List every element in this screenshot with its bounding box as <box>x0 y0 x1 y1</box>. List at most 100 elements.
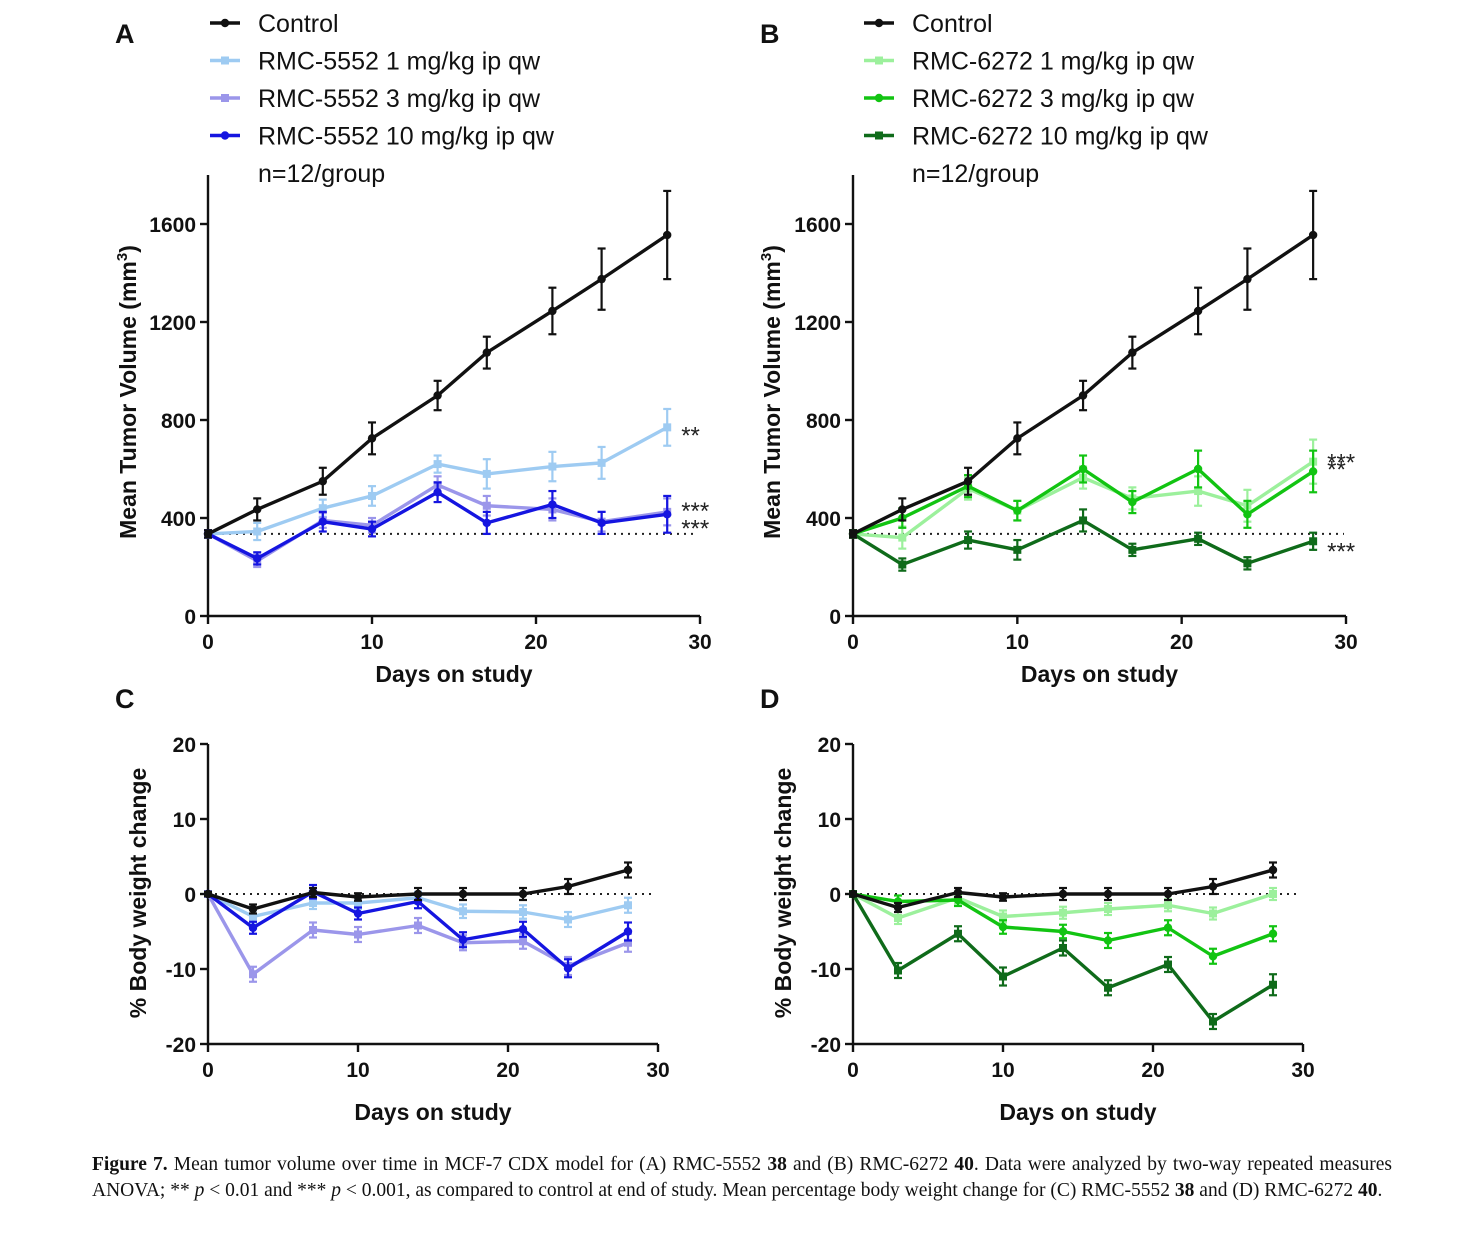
legend-item: Control <box>864 10 993 38</box>
caption-text: and (D) RMC-6272 <box>1194 1180 1358 1201</box>
data-point <box>848 529 858 539</box>
data-point <box>1128 348 1137 357</box>
data-point <box>482 518 491 528</box>
legend-item: RMC-5552 1 mg/kg ip qw <box>210 48 541 76</box>
y-axis-label-text: ) <box>115 245 141 253</box>
chart-panel-a: A 0 400 800 1200 1600 0 10 20 30 Days on study Mean… <box>114 10 712 687</box>
legend-marker <box>875 131 883 140</box>
data-point <box>203 889 213 899</box>
legend-item: RMC-6272 10 mg/kg ip qw <box>864 123 1209 151</box>
data-point <box>1104 905 1112 913</box>
x-tick-label: 0 <box>202 1059 214 1082</box>
data-point <box>893 903 903 912</box>
series-control <box>203 189 672 539</box>
data-point <box>623 865 633 875</box>
data-point <box>248 923 258 932</box>
y-axis-label-text: % Body weight change <box>125 768 151 1018</box>
data-point <box>563 964 573 973</box>
data-point <box>1079 516 1088 525</box>
data-point <box>318 477 327 486</box>
significance-label: ** <box>681 422 700 449</box>
data-point <box>1308 467 1318 476</box>
data-point <box>563 882 573 891</box>
data-point <box>894 966 902 975</box>
y-tick-label: -10 <box>166 959 196 982</box>
x-tick-label: 20 <box>1141 1059 1164 1082</box>
data-point <box>1164 901 1172 910</box>
data-point <box>1013 545 1022 554</box>
x-tick-label: 20 <box>496 1059 519 1082</box>
data-point <box>253 527 262 536</box>
x-tick-label: 20 <box>1170 631 1193 654</box>
data-point <box>1208 952 1218 961</box>
data-point <box>253 554 262 563</box>
data-point <box>353 892 363 902</box>
data-point <box>848 889 858 899</box>
data-point <box>663 230 672 240</box>
y-axis-label: Mean Tumor Volume (mm3) <box>114 245 141 539</box>
x-axis-label: Days on study <box>375 661 532 687</box>
data-point <box>309 926 317 934</box>
data-point <box>1269 890 1277 898</box>
data-point <box>1193 306 1203 316</box>
caption-text: < 0.01 and *** <box>204 1180 332 1201</box>
panel-letter: C <box>115 684 135 714</box>
y-tick-label: -20 <box>166 1034 196 1057</box>
data-point <box>1243 510 1252 519</box>
data-point <box>1268 929 1278 938</box>
data-point <box>318 517 327 526</box>
data-point <box>663 423 672 432</box>
data-point <box>998 892 1008 902</box>
y-axis-label: % Body weight change <box>125 768 151 1018</box>
y-tick-label: 0 <box>184 606 196 629</box>
data-point <box>1163 889 1173 899</box>
data-point <box>1078 391 1088 400</box>
caption-text: < 0.001, as compared to control at end o… <box>340 1180 1175 1201</box>
data-point <box>898 533 907 542</box>
x-tick-label: 30 <box>1291 1059 1314 1082</box>
x-tick-label: 20 <box>524 631 547 654</box>
data-point <box>1058 927 1068 936</box>
data-point <box>998 922 1008 932</box>
significance-label: *** <box>681 515 709 542</box>
data-point <box>1209 909 1217 918</box>
data-point <box>1103 936 1113 945</box>
legend-label: RMC-6272 10 mg/kg ip qw <box>912 123 1209 151</box>
series-control <box>848 189 1318 539</box>
data-point <box>548 306 557 316</box>
significance-label: *** <box>1327 449 1355 476</box>
data-point <box>999 912 1007 921</box>
y-tick-label: 400 <box>161 508 196 531</box>
data-point <box>318 504 327 513</box>
data-point <box>548 500 557 509</box>
p-symbol: p <box>331 1180 341 1201</box>
data-point <box>1059 944 1067 952</box>
figure-caption: Figure 7. Mean tumor volume over time in… <box>92 1152 1392 1204</box>
y-axis-label-text: Mean Tumor Volume (mm <box>115 261 141 539</box>
data-point <box>663 510 672 519</box>
legend-item: RMC-5552 3 mg/kg ip qw <box>210 85 541 113</box>
data-point <box>1163 923 1173 932</box>
data-point <box>1309 537 1318 546</box>
data-point <box>597 518 606 528</box>
data-point <box>203 529 213 539</box>
compound-ref: 40 <box>1358 1180 1378 1201</box>
y-tick-label: 1600 <box>149 214 196 237</box>
panel-letter: A <box>115 19 135 49</box>
compound-ref: 38 <box>767 1154 787 1175</box>
data-point <box>1209 1017 1217 1026</box>
data-point <box>1194 487 1203 496</box>
y-tick-label: 0 <box>829 884 841 907</box>
data-point <box>354 930 362 939</box>
x-tick-label: 30 <box>646 1059 669 1082</box>
y-axis-label: % Body weight change <box>770 768 796 1018</box>
data-point <box>459 907 467 916</box>
legend-item: Control <box>210 10 339 38</box>
y-tick-label: 800 <box>806 410 841 433</box>
data-point <box>1013 506 1022 515</box>
y-tick-label: 0 <box>184 884 196 907</box>
data-point <box>518 889 528 899</box>
significance-label: ** <box>1327 457 1346 484</box>
legend-label: RMC-5552 10 mg/kg ip qw <box>258 123 555 151</box>
